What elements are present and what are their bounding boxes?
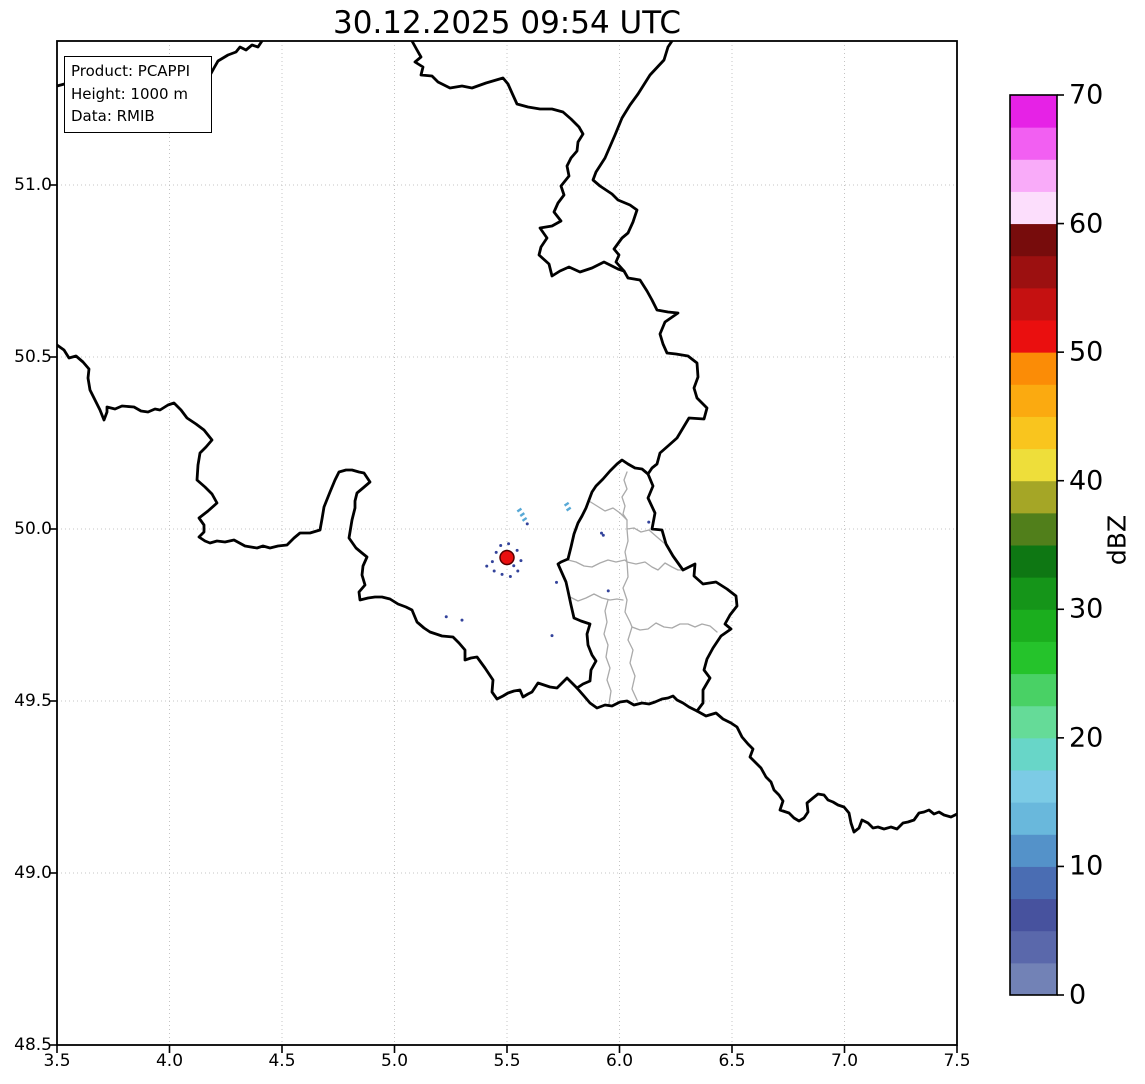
radar-echo-layer	[444, 501, 651, 638]
colorbar-band	[1010, 352, 1057, 385]
radar-echo-speck	[525, 522, 529, 526]
radar-echo-speck	[485, 564, 489, 568]
colorbar-band	[1010, 577, 1057, 610]
radar-echo-dash	[521, 516, 528, 522]
radar-echo-speck	[460, 618, 464, 622]
plot-title: 30.12.2025 09:54 UTC	[333, 5, 681, 41]
colorbar-band	[1010, 384, 1057, 417]
colorbar-band	[1010, 641, 1057, 675]
radar-echo-speck	[515, 548, 519, 552]
colorbar-band	[1010, 159, 1057, 192]
colorbar-tick-label: 0	[1069, 979, 1087, 1011]
colorbar-tick-label: 60	[1069, 208, 1104, 240]
radar-site-marker	[499, 549, 515, 566]
info-height-line: Height: 1000 m	[71, 84, 188, 103]
colorbar-tick-label: 50	[1069, 336, 1104, 368]
y-tick-label: 50.5	[14, 347, 52, 367]
y-tick-label: 51.0	[14, 175, 52, 195]
y-tick-label: 48.5	[14, 1035, 52, 1055]
info-product-line: Product: PCAPPI	[71, 62, 191, 80]
radar-echo-speck	[601, 533, 605, 537]
colorbar-band	[1010, 320, 1057, 353]
x-tick-label: 6.5	[718, 1051, 746, 1071]
y-tick-label: 50.0	[14, 519, 52, 539]
y-tick-label: 49.5	[14, 691, 52, 711]
radar-echo-speck	[508, 574, 512, 578]
colorbar-band	[1010, 609, 1057, 642]
x-tick-label: 5.5	[493, 1051, 521, 1071]
x-tick-label: 6.0	[605, 1051, 634, 1071]
colorbar-band	[1010, 705, 1057, 739]
colorbar-band	[1010, 673, 1057, 707]
colorbar	[1009, 94, 1064, 996]
colorbar-band	[1010, 287, 1057, 321]
radar-echo-speck	[647, 520, 651, 524]
colorbar-band	[1010, 898, 1057, 932]
radar-echo-speck	[555, 580, 558, 584]
radar-echo-dash	[565, 506, 572, 512]
colorbar-band	[1010, 448, 1057, 482]
radar-echo-speck	[500, 572, 504, 576]
border-be-lu	[556, 458, 650, 690]
colorbar-band	[1010, 737, 1057, 771]
y-tick-label: 49.0	[14, 863, 52, 883]
radar-echo-speck	[550, 634, 554, 638]
info-data-line: Data: RMIB	[71, 107, 155, 125]
radar-echo-speck	[600, 531, 603, 535]
radar-echo-dash	[519, 512, 526, 517]
colorbar-tick-label: 10	[1069, 850, 1104, 882]
border-fr-be	[57, 343, 579, 701]
colorbar-band	[1010, 834, 1057, 867]
border-fr-lu	[575, 686, 699, 713]
colorbar-tick-label: 30	[1069, 593, 1104, 625]
x-tick-label: 7.0	[830, 1051, 859, 1071]
colorbar-frame	[1009, 94, 1058, 996]
colorbar-band	[1010, 191, 1057, 225]
radar-echo-speck	[490, 560, 494, 564]
colorbar-tick-label: 40	[1069, 465, 1104, 497]
radar-echo-speck	[499, 544, 503, 548]
radar-echo-speck	[519, 559, 523, 563]
grid-layer	[49, 41, 958, 1053]
radar-echo-dash	[563, 501, 570, 507]
colorbar-tick-label: 70	[1069, 79, 1104, 111]
border-nl-de	[591, 41, 674, 273]
colorbar-tick-label: 20	[1069, 722, 1104, 754]
radar-echo-speck	[492, 569, 496, 573]
colorbar-band	[1010, 962, 1057, 996]
canton-borders	[567, 471, 718, 705]
radar-echo-speck	[516, 569, 520, 573]
colorbar-band	[1010, 95, 1057, 128]
colorbar-band	[1010, 545, 1057, 578]
colorbar-band	[1010, 866, 1057, 900]
radar-echo-dash	[516, 507, 523, 513]
x-tick-label: 4.5	[268, 1051, 296, 1071]
x-tick-label: 7.5	[943, 1051, 971, 1071]
colorbar-band	[1010, 930, 1057, 964]
colorbar-band	[1010, 770, 1057, 803]
colorbar-band	[1010, 255, 1057, 289]
radar-echo-speck	[606, 589, 610, 593]
x-tick-label: 3.5	[43, 1051, 71, 1071]
colorbar-band	[1010, 802, 1057, 835]
plot-frame	[56, 40, 958, 1046]
colorbar-band	[1010, 480, 1057, 514]
x-tick-label: 4.0	[155, 1051, 184, 1071]
radar-echo-speck	[512, 564, 516, 568]
radar-echo-speck	[444, 615, 448, 619]
colorbar-band	[1010, 127, 1057, 160]
colorbar-band	[1010, 416, 1057, 450]
radar-echo-speck	[507, 542, 511, 546]
colorbar-axis-label: dBZ	[1102, 514, 1132, 566]
radar-echo-speck	[494, 550, 498, 554]
colorbar-band	[1010, 512, 1057, 546]
x-tick-label: 5.0	[380, 1051, 409, 1071]
colorbar-band	[1010, 223, 1057, 257]
product-info-box: Product: PCAPPI Height: 1000 m Data: RMI…	[64, 56, 212, 133]
border-be-nl-de	[410, 41, 957, 834]
